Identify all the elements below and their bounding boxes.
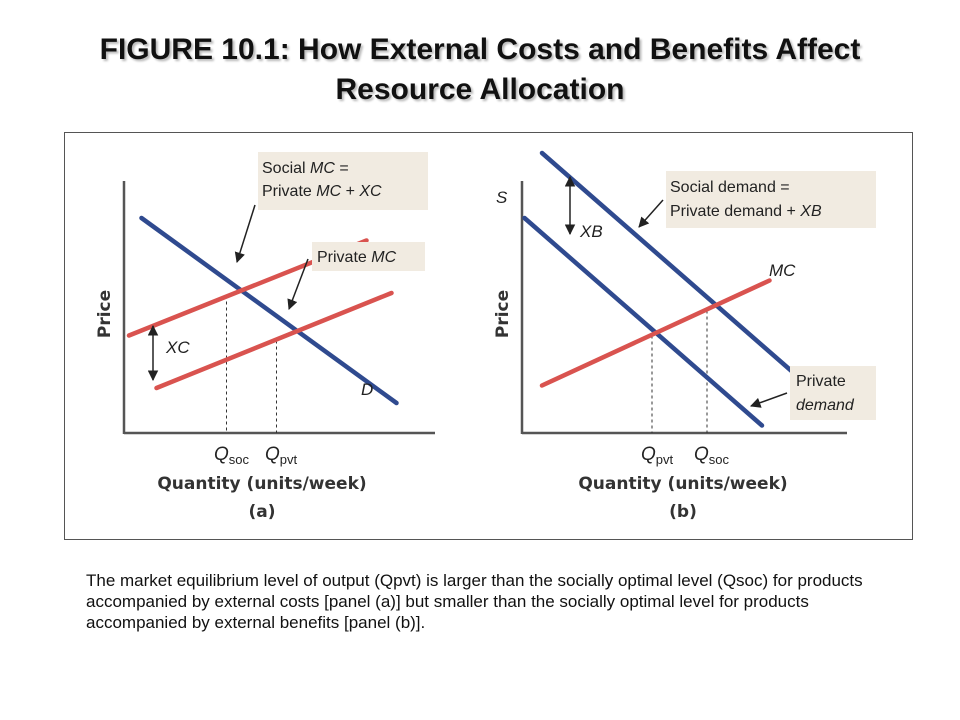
panel-b-social-demand-label-line-1: Social demand = bbox=[670, 179, 790, 196]
panel-b-social-demand-line bbox=[539, 150, 802, 381]
panel-a-private-mc-pointer bbox=[287, 258, 309, 310]
panel-a-social-mc-pointer bbox=[234, 204, 256, 264]
panel-b: XB S MC Social demand = Private demand +… bbox=[493, 150, 876, 522]
panel-a-demand-line bbox=[139, 215, 399, 406]
panel-b-social-demand-pointer bbox=[638, 199, 664, 228]
panel-b-ylabel: Price bbox=[493, 290, 513, 338]
panel-a-xlabel: Quantity (units/week) bbox=[157, 474, 366, 494]
panel-a-social-mc-box bbox=[258, 152, 428, 210]
panel-b-private-demand-label-line-1: Private bbox=[796, 373, 846, 390]
panel-b-panel-label: (b) bbox=[669, 502, 697, 522]
panel-b-mc-line bbox=[539, 278, 772, 388]
slide-title-line-1: FIGURE 10.1: How External Costs and Bene… bbox=[99, 33, 861, 66]
panel-a-ylabel: Price bbox=[95, 290, 115, 338]
panel-b-qpvt-label: Qpvt bbox=[641, 444, 674, 467]
panel-a-xc-label: XC bbox=[165, 338, 190, 357]
panel-a-private-mc-label: Private MC bbox=[317, 249, 397, 266]
panel-b-social-demand-label-line-2: Private demand + XB bbox=[670, 203, 822, 220]
panel-a-social-mc-label-line-1: Social MC = bbox=[262, 160, 349, 177]
panel-b-private-demand-pointer bbox=[750, 392, 788, 408]
panel-b-supply-line bbox=[522, 215, 765, 428]
panel-b-supply-label: S bbox=[496, 188, 508, 207]
panel-a-qpvt-label: Qpvt bbox=[265, 444, 298, 467]
panel-a-social-mc-label-line-2: Private MC + XC bbox=[262, 183, 382, 200]
panel-b-xb-label: XB bbox=[579, 222, 603, 241]
slide-title-line-2: Resource Allocation bbox=[335, 73, 625, 106]
panel-a-panel-label: (a) bbox=[248, 502, 275, 522]
panel-b-private-demand-box bbox=[790, 366, 876, 420]
figure-svg: XC D Social MC = Private MC + XC Private… bbox=[95, 150, 876, 522]
panel-a-private-mc-box bbox=[312, 242, 425, 271]
panel-b-mc-label: MC bbox=[769, 261, 796, 280]
panel-b-private-demand-label-line-2: demand bbox=[796, 397, 855, 414]
panel-a-demand-label: D bbox=[361, 380, 373, 399]
panel-b-social-demand-box bbox=[666, 171, 876, 228]
panel-b-qsoc-label: Qsoc bbox=[694, 444, 730, 467]
slide-title: FIGURE 10.1: How External Costs and Bene… bbox=[60, 30, 900, 110]
panel-a: XC D Social MC = Private MC + XC Private… bbox=[95, 152, 435, 522]
panel-b-xlabel: Quantity (units/week) bbox=[578, 474, 787, 494]
figure-panel: XC D Social MC = Private MC + XC Private… bbox=[64, 132, 913, 540]
figure-caption: The market equilibrium level of output (… bbox=[86, 571, 863, 632]
panel-a-qsoc-label: Qsoc bbox=[214, 444, 250, 467]
panel-a-private-mc-line bbox=[154, 290, 394, 391]
